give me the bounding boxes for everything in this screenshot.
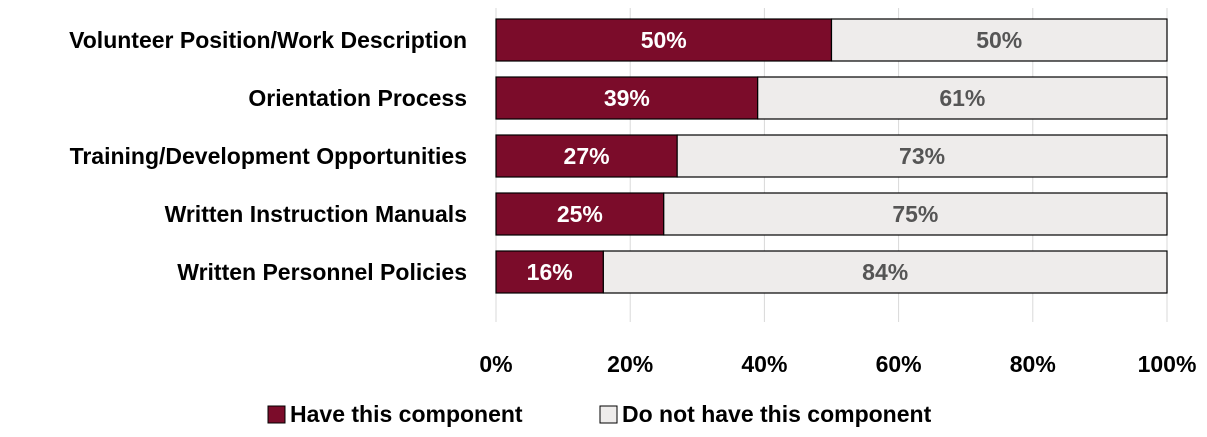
legend: Have this component Do not have this comp… <box>267 401 932 427</box>
bar-have-2 <box>495 134 678 178</box>
category-label-1: Orientation Process <box>248 85 467 111</box>
category-label-3: Written Instruction Manuals <box>165 201 467 227</box>
bar-not-have-4 <box>602 250 1168 294</box>
data-label-not-have-4: 84% <box>862 259 908 285</box>
x-tick-labels: 0% 20% 40% 60% 80% 100% <box>479 351 1196 377</box>
bars: 50% 50% 39% 61% 27% 73% 25% 75% 16% 84% <box>495 18 1168 294</box>
x-tick-label-20: 20% <box>607 351 653 377</box>
x-tick-label-80: 80% <box>1010 351 1056 377</box>
bar-have-3 <box>495 192 665 236</box>
data-label-have-4: 16% <box>527 259 573 285</box>
bar-have-0 <box>495 18 833 62</box>
legend-swatch-have <box>267 405 286 424</box>
category-label-0: Volunteer Position/Work Description <box>69 27 467 53</box>
x-tick-label-40: 40% <box>741 351 787 377</box>
bar-not-have-0 <box>830 18 1168 62</box>
data-label-not-have-2: 73% <box>899 143 945 169</box>
x-tick-label-60: 60% <box>876 351 922 377</box>
bar-not-have-2 <box>676 134 1168 178</box>
legend-label-not-have: Do not have this component <box>622 401 932 427</box>
bar-have-4 <box>495 250 604 294</box>
category-label-4: Written Personnel Policies <box>177 259 467 285</box>
bar-not-have-3 <box>663 192 1168 236</box>
category-labels: Volunteer Position/Work Description Orien… <box>69 27 467 285</box>
category-label-2: Training/Development Opportunities <box>70 143 467 169</box>
x-tick-label-100: 100% <box>1138 351 1197 377</box>
data-label-not-have-1: 61% <box>939 85 985 111</box>
bar-not-have-1 <box>757 76 1168 120</box>
data-label-have-2: 27% <box>564 143 610 169</box>
data-label-not-have-3: 75% <box>892 201 938 227</box>
data-label-not-have-0: 50% <box>976 27 1022 53</box>
data-label-have-1: 39% <box>604 85 650 111</box>
data-label-have-3: 25% <box>557 201 603 227</box>
x-tick-label-0: 0% <box>479 351 512 377</box>
legend-label-have: Have this component <box>290 401 523 427</box>
legend-swatch-not-have <box>599 405 618 424</box>
data-label-have-0: 50% <box>641 27 687 53</box>
